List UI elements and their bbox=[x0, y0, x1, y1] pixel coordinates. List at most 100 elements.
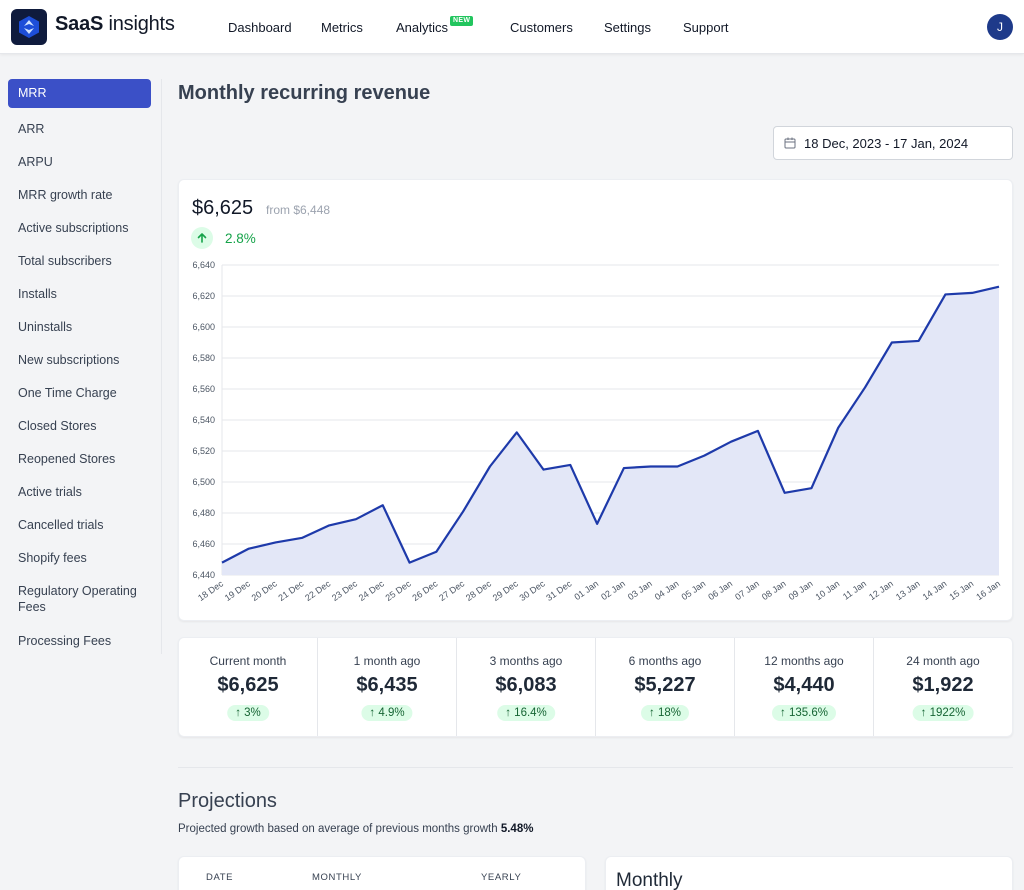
column-header-date[interactable]: DATE bbox=[206, 872, 234, 883]
y-tick-label: 6,540 bbox=[192, 415, 215, 425]
nav-customers[interactable]: Customers bbox=[510, 20, 573, 35]
app-logo-icon[interactable] bbox=[11, 9, 47, 45]
stat-value: $5,227 bbox=[634, 674, 696, 696]
x-tick-label: 14 Jan bbox=[921, 578, 949, 602]
projections-growth-value: 5.48% bbox=[500, 823, 534, 835]
sidebar-item-active-subscriptions[interactable]: Active subscriptions bbox=[18, 221, 129, 235]
sidebar-item-shopify-fees[interactable]: Shopify fees bbox=[18, 551, 87, 565]
x-tick-label: 05 Jan bbox=[680, 578, 708, 602]
x-tick-label: 27 Dec bbox=[437, 578, 467, 603]
date-range-text: 18 Dec, 2023 - 17 Jan, 2024 bbox=[804, 135, 969, 151]
x-tick-label: 21 Dec bbox=[276, 578, 306, 603]
projections-table: DATE MONTHLY YEARLY bbox=[178, 856, 586, 890]
y-tick-label: 6,560 bbox=[192, 384, 215, 394]
stat-change: 4.9% bbox=[378, 707, 405, 719]
monthly-projection-card: Monthly bbox=[605, 856, 1013, 890]
sidebar-item-arpu[interactable]: ARPU bbox=[18, 155, 53, 169]
y-tick-label: 6,480 bbox=[192, 508, 215, 518]
sidebar-item-reopened-stores[interactable]: Reopened Stores bbox=[18, 452, 116, 466]
x-tick-label: 07 Jan bbox=[733, 578, 761, 602]
sidebar-item-total-subscribers[interactable]: Total subscribers bbox=[18, 254, 112, 268]
sidebar-item-arr[interactable]: ARR bbox=[18, 122, 45, 136]
calendar-icon bbox=[784, 137, 796, 149]
x-tick-label: 25 Dec bbox=[384, 578, 414, 603]
sidebar-item-regulatory-operating-fees[interactable]: Regulatory Operating Fees bbox=[18, 584, 137, 614]
brand-name-rest: insights bbox=[103, 13, 175, 35]
sidebar-item-mrr[interactable]: MRR bbox=[8, 79, 151, 108]
growth-percentage: 2.8% bbox=[225, 231, 256, 246]
nav-settings[interactable]: Settings bbox=[604, 20, 651, 35]
stat-change: 18% bbox=[657, 707, 681, 719]
x-tick-label: 15 Jan bbox=[947, 578, 975, 602]
stat-6-months-ago: 6 months ago $5,227 ↑ 18% bbox=[596, 638, 735, 736]
stat-24-month-ago: 24 month ago $1,922 ↑ 1922% bbox=[874, 638, 1012, 736]
x-tick-label: 08 Jan bbox=[760, 578, 788, 602]
mrr-area-chart: 6,440 6,460 6,480 6,500 6,520 6,540 6,560 6,580… bbox=[192, 260, 1002, 603]
nav-metrics[interactable]: Metrics bbox=[321, 20, 363, 35]
sidebar-item-uninstalls[interactable]: Uninstalls bbox=[18, 320, 73, 334]
stat-3-months-ago: 3 months ago $6,083 ↑ 16.4% bbox=[457, 638, 596, 736]
sidebar-item-one-time-charge[interactable]: One Time Charge bbox=[18, 386, 117, 400]
x-tick-label: 30 Dec bbox=[518, 578, 548, 603]
sidebar-item-cancelled-trials[interactable]: Cancelled trials bbox=[18, 518, 104, 532]
stat-change-badge: ↑ 18% bbox=[641, 705, 689, 721]
x-tick-label: 03 Jan bbox=[626, 578, 654, 602]
x-tick-label: 01 Jan bbox=[572, 578, 600, 602]
brand-name-bold: SaaS bbox=[55, 13, 104, 35]
projections-subtitle-text: Projected growth based on average of pre… bbox=[178, 823, 501, 835]
x-tick-label: 12 Jan bbox=[867, 578, 895, 602]
nav-support[interactable]: Support bbox=[683, 20, 729, 35]
stat-label: 6 months ago bbox=[628, 654, 702, 668]
sidebar-item-closed-stores[interactable]: Closed Stores bbox=[18, 419, 97, 433]
stat-change: 16.4% bbox=[514, 707, 547, 719]
stat-label: 12 months ago bbox=[764, 654, 844, 668]
brand-name[interactable]: SaaS insights bbox=[55, 13, 175, 36]
nav-dashboard[interactable]: Dashboard bbox=[228, 20, 292, 35]
user-avatar[interactable]: J bbox=[987, 14, 1013, 40]
y-tick-label: 6,620 bbox=[192, 291, 215, 301]
x-tick-label: 04 Jan bbox=[653, 578, 681, 602]
column-header-yearly[interactable]: YEARLY bbox=[481, 872, 522, 883]
x-tick-label: 02 Jan bbox=[599, 578, 627, 602]
y-tick-label: 6,520 bbox=[192, 446, 215, 456]
current-mrr-value: $6,625 bbox=[192, 197, 254, 219]
sidebar-item-installs[interactable]: Installs bbox=[18, 287, 57, 301]
column-header-monthly[interactable]: MONTHLY bbox=[312, 872, 362, 883]
y-tick-label: 6,580 bbox=[192, 353, 215, 363]
stat-label: 1 month ago bbox=[353, 654, 421, 668]
x-tick-label: 23 Dec bbox=[330, 578, 360, 603]
x-tick-label: 22 Dec bbox=[303, 578, 333, 603]
stat-change-badge: ↑ 16.4% bbox=[497, 705, 555, 721]
stat-1-month-ago: 1 month ago $6,435 ↑ 4.9% bbox=[318, 638, 457, 736]
projections-subtitle: Projected growth based on average of pre… bbox=[178, 823, 533, 835]
sidebar-item-mrr-growth-rate[interactable]: MRR growth rate bbox=[18, 188, 113, 202]
stat-change-badge: ↑ 135.6% bbox=[772, 705, 836, 721]
x-tick-label: 11 Jan bbox=[841, 578, 868, 601]
top-navbar: SaaS insights Dashboard Metrics Analytic… bbox=[0, 0, 1024, 54]
sidebar-item-processing-fees[interactable]: Processing Fees bbox=[18, 634, 112, 648]
section-divider bbox=[178, 767, 1013, 768]
x-tick-label: 24 Dec bbox=[357, 578, 387, 603]
stat-value: $6,625 bbox=[217, 674, 279, 696]
sidebar-item-active-trials[interactable]: Active trials bbox=[18, 485, 82, 499]
previous-mrr-value: from $6,448 bbox=[266, 203, 331, 217]
nav-analytics[interactable]: Analytics bbox=[396, 20, 449, 35]
growth-up-arrow-icon bbox=[191, 227, 213, 249]
y-tick-label: 6,500 bbox=[192, 477, 215, 487]
date-range-picker[interactable]: 18 Dec, 2023 - 17 Jan, 2024 bbox=[773, 126, 1013, 160]
x-tick-label: 13 Jan bbox=[894, 578, 922, 602]
sidebar-item-new-subscriptions[interactable]: New subscriptions bbox=[18, 353, 120, 367]
stat-change-badge: ↑ 3% bbox=[227, 705, 269, 721]
stat-label: Current month bbox=[209, 654, 287, 668]
x-tick-label: 29 Dec bbox=[491, 578, 521, 603]
x-tick-label: 28 Dec bbox=[464, 578, 494, 603]
stat-change: 135.6% bbox=[788, 707, 828, 719]
page-title: Monthly recurring revenue bbox=[178, 82, 431, 104]
stat-value: $6,435 bbox=[356, 674, 418, 696]
mrr-area-fill bbox=[222, 286, 999, 575]
y-tick-label: 6,640 bbox=[192, 260, 215, 270]
x-tick-label: 26 Dec bbox=[410, 578, 440, 603]
y-tick-label: 6,600 bbox=[192, 322, 215, 332]
mrr-chart-card: $6,625 from $6,448 2.8% 6,440 6,460 6,480 6… bbox=[178, 179, 1013, 621]
stat-change-badge: ↑ 1922% bbox=[912, 705, 974, 721]
